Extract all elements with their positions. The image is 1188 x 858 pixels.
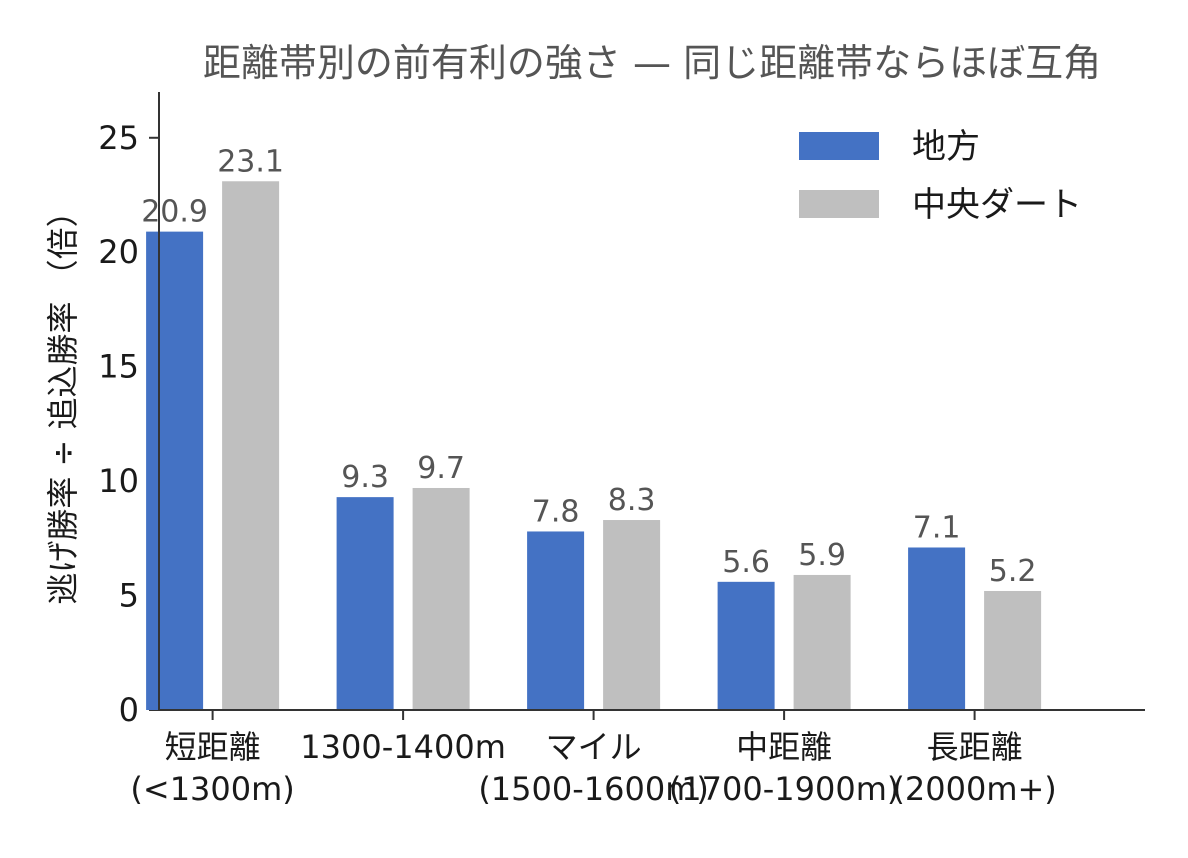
legend-swatch: [799, 132, 879, 160]
bar: [908, 547, 966, 710]
x-tick-label: (<1300m): [130, 770, 294, 808]
y-tick-label: 10: [98, 462, 139, 500]
x-tick-label: 長距離: [927, 728, 1023, 766]
y-tick-label: 0: [119, 691, 139, 729]
x-tick-label: マイル: [546, 728, 642, 766]
bar: [527, 531, 585, 710]
bar: [793, 574, 851, 710]
x-tick-label: (1500-1600m): [478, 770, 709, 808]
bar: [412, 487, 470, 710]
bar: [717, 581, 775, 710]
legend-label: 地方: [912, 127, 980, 167]
y-tick-label: 5: [119, 577, 139, 615]
bar-value-label: 7.8: [532, 494, 580, 529]
bar-value-label: 9.7: [417, 451, 465, 486]
y-tick-label: 15: [98, 348, 139, 386]
bar: [603, 520, 661, 710]
bar-value-label: 8.3: [608, 483, 656, 518]
x-tick-label: 短距離: [165, 728, 261, 766]
bar-value-label: 20.9: [141, 195, 208, 230]
bar-value-label: 23.1: [217, 144, 284, 179]
legend-swatch: [799, 190, 879, 218]
y-tick-label: 20: [98, 233, 139, 271]
bar: [222, 181, 280, 710]
bar-value-label: 5.9: [798, 538, 846, 573]
bar-value-label: 7.1: [913, 510, 961, 545]
chart-title: 距離帯別の前有利の強さ — 同じ距離帯ならほぼ互角: [203, 41, 1101, 85]
bar: [984, 590, 1042, 710]
bar: [146, 231, 204, 710]
y-axis-label: 逃げ勝率 ÷ 追込勝率 （倍）: [44, 195, 82, 604]
plot-area: 0 5 10 15 20 25 20.9 23.1 短距離 (<1300m) 9.3 9.7 1300-…: [98, 119, 1057, 808]
x-tick-label: (1700-1900m): [669, 770, 900, 808]
x-tick-label: 中距離: [736, 728, 832, 766]
x-tick-label: (2000m+): [892, 770, 1056, 808]
y-tick-label: 25: [98, 119, 139, 157]
legend-label: 中央ダート: [912, 185, 1082, 225]
x-tick-label: 1300-1400m: [300, 728, 506, 766]
bar-value-label: 5.6: [722, 545, 770, 580]
bar-value-label: 9.3: [341, 460, 389, 495]
bar-value-label: 5.2: [989, 554, 1037, 589]
bar: [336, 497, 394, 710]
